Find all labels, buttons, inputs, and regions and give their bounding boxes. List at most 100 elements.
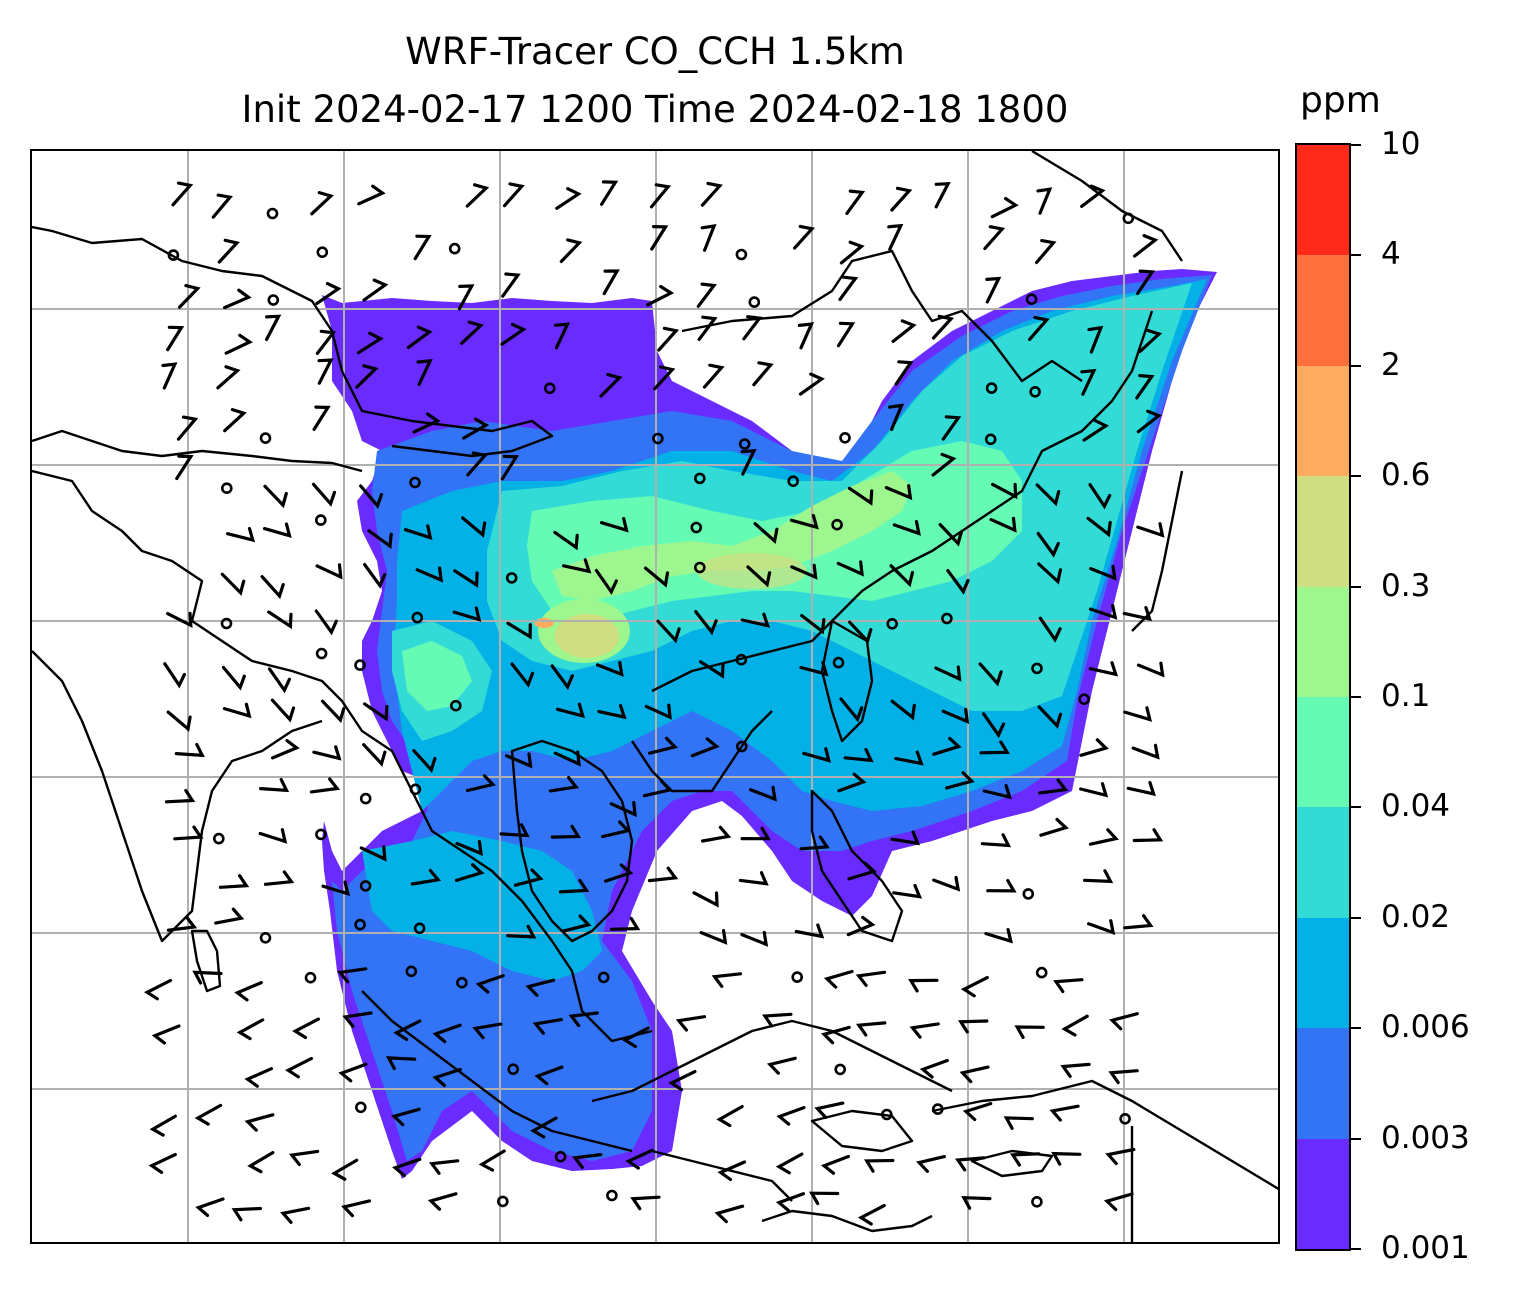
wind-barb (171, 181, 194, 207)
wind-barb (226, 527, 256, 543)
wind-barb (738, 871, 769, 886)
coastline-layer (32, 151, 1278, 1242)
wind-barb (338, 1062, 368, 1083)
coastline (970, 1149, 1054, 1178)
calm-wind-marker (606, 1189, 618, 1202)
wind-barb (309, 777, 341, 794)
plume-0.04-band (402, 641, 472, 711)
colorbar-segment (1297, 1138, 1349, 1249)
wind-barb (500, 454, 520, 481)
wind-barb (177, 284, 201, 309)
wind-barb (863, 1158, 895, 1173)
wind-barb (1028, 316, 1050, 341)
wind-barb (1035, 239, 1057, 265)
wind-barb (740, 448, 757, 476)
calm-wind-marker (1031, 662, 1043, 675)
wind-barb (980, 833, 1012, 848)
wind-barb (221, 665, 246, 691)
wind-barb (164, 788, 196, 804)
wind-barb (649, 183, 672, 209)
wind-barbs-layer (143, 180, 1165, 1226)
calm-wind-marker (831, 518, 843, 531)
wind-barb (802, 747, 832, 763)
coastline (190, 929, 222, 993)
wind-barb (932, 875, 961, 892)
calm-wind-marker (941, 612, 953, 625)
wind-barb (513, 868, 544, 887)
calm-wind-marker (304, 971, 317, 984)
wind-barb (1060, 1062, 1091, 1078)
colorbar-tick (1351, 1248, 1361, 1250)
wind-barb (462, 417, 490, 440)
wind-barb (714, 1204, 745, 1224)
coastline (681, 249, 1083, 383)
wind-barb (892, 883, 923, 899)
wind-barb (1122, 606, 1152, 622)
plume-0.006-band (362, 831, 602, 981)
wind-barb (174, 742, 205, 758)
wind-barb (455, 840, 483, 856)
wind-barb (1123, 914, 1154, 930)
coastline (361, 990, 633, 1153)
wind-barb (742, 315, 763, 341)
calm-wind-marker (1035, 966, 1048, 979)
wind-barb (908, 978, 939, 993)
wind-barb (846, 915, 876, 937)
calm-wind-marker (693, 472, 706, 485)
wind-barb (1087, 325, 1104, 354)
wind-barb (946, 569, 970, 595)
calm-wind-marker (748, 296, 761, 308)
wind-barb (602, 269, 620, 296)
colorbar-segment (1297, 1028, 1349, 1139)
calm-wind-marker (266, 207, 279, 220)
wind-barb (790, 563, 818, 580)
colorbar-tick (1351, 364, 1361, 367)
colorbar-segment (1297, 917, 1349, 1029)
wind-barb (1061, 1014, 1089, 1037)
wind-barb (941, 415, 962, 441)
wind-barb (166, 710, 192, 732)
wind-barb (647, 866, 679, 883)
wind-barb (884, 484, 913, 501)
colorbar-tick-label: 10 (1381, 126, 1421, 162)
colorbar-tick-label: 0.04 (1381, 788, 1451, 825)
wind-barb (799, 660, 829, 677)
wind-barb (891, 319, 917, 343)
wind-barb (1079, 782, 1109, 798)
wind-barb (766, 1056, 797, 1075)
calm-wind-marker (359, 880, 372, 892)
wind-barb (428, 1159, 460, 1175)
wind-barb (601, 820, 631, 839)
wind-barb (697, 315, 718, 341)
calm-wind-marker (354, 918, 366, 931)
coastline (32, 225, 554, 458)
colorbar-tick-label: 0.3 (1381, 567, 1431, 604)
wind-barb (800, 614, 826, 635)
calm-wind-marker (1119, 1112, 1131, 1125)
wind-barb (393, 1019, 422, 1041)
colorbar-unit-label: ppm (1300, 80, 1381, 121)
wind-barb (960, 976, 989, 998)
wind-barb (359, 484, 384, 509)
wind-barb (331, 1158, 359, 1181)
wind-barb (553, 750, 581, 767)
wind-barb (740, 930, 769, 947)
colorbar-segment (1297, 365, 1349, 477)
calm-wind-marker (1022, 888, 1035, 900)
wind-barb (550, 824, 582, 839)
calm-wind-marker (409, 783, 422, 796)
wind-barb (1138, 328, 1163, 354)
wind-barb (1038, 778, 1069, 795)
wind-barb (412, 412, 441, 434)
wind-barb (506, 924, 537, 939)
wind-barb (938, 523, 963, 547)
wind-barb (1132, 828, 1164, 843)
wind-barb (644, 703, 672, 720)
calm-wind-marker (267, 294, 280, 306)
wind-barb (460, 320, 484, 345)
wind-barb (317, 358, 334, 385)
wind-barb (1126, 780, 1156, 797)
wind-barb (572, 1153, 603, 1169)
wind-barb (457, 284, 475, 311)
coastline (931, 1079, 1278, 1190)
